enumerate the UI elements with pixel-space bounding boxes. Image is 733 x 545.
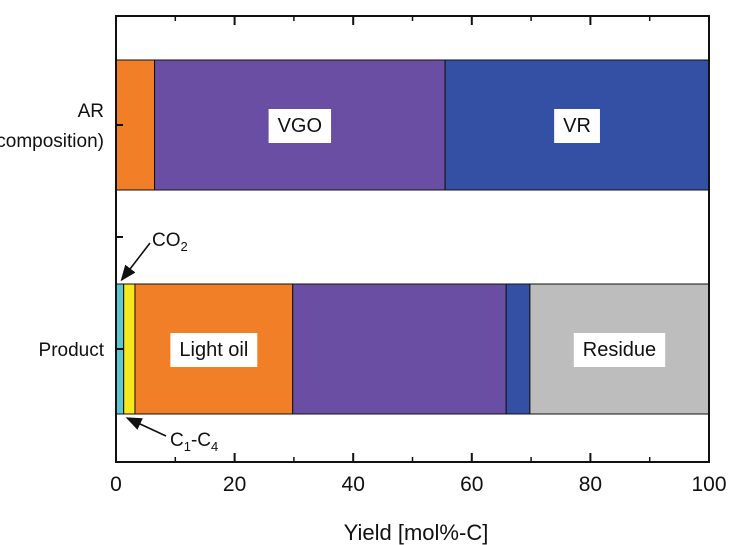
segment-label-text: Residue: [583, 339, 656, 361]
annotation-label: CO2: [152, 230, 188, 254]
x-tick-label: 40: [342, 473, 365, 496]
bar-segment-1-1: [123, 283, 136, 415]
annotations-layer: CO2 C1-C4: [120, 230, 218, 454]
bar-segment-1-3: [292, 283, 507, 415]
segment-label-box: [573, 333, 666, 367]
x-tick-label: 60: [460, 473, 483, 496]
segment-labels-layer: VGO VR Light oil Residue: [170, 109, 666, 367]
x-tick-label: 100: [691, 473, 726, 496]
x-tick-label: 0: [110, 473, 122, 496]
annotation-arrow: [120, 242, 151, 282]
segment-label-box: [554, 109, 600, 143]
segment-label-1-5: Residue: [573, 333, 666, 367]
annotation-label: C1-C4: [170, 430, 218, 454]
annotation-0: CO2: [120, 230, 188, 282]
x-tick-label: 80: [579, 473, 602, 496]
category-label: Product: [39, 340, 105, 361]
category-label: (composition): [0, 131, 104, 152]
segment-label-box: [170, 333, 258, 367]
ticks-layer: 0 20 40 60 80 100: [110, 16, 727, 496]
segment-label-0-2: VR: [554, 109, 600, 143]
annotation-arrow: [125, 417, 167, 437]
x-tick-label: 20: [223, 473, 246, 496]
category-labels-layer: AR (composition) Product: [0, 101, 105, 361]
category-label: AR: [78, 101, 104, 122]
segment-label-text: Light oil: [179, 339, 248, 361]
annotation-1: C1-C4: [125, 417, 218, 454]
segment-label-text: VR: [563, 115, 591, 137]
segment-label-box: [268, 109, 332, 143]
segment-label-0-1: VGO: [268, 109, 332, 143]
bar-segment-1-4: [505, 283, 531, 415]
segment-label-text: VGO: [278, 115, 322, 137]
segment-label-1-2: Light oil: [170, 333, 258, 367]
x-axis-title: Yield [mol%-C]: [344, 520, 489, 545]
